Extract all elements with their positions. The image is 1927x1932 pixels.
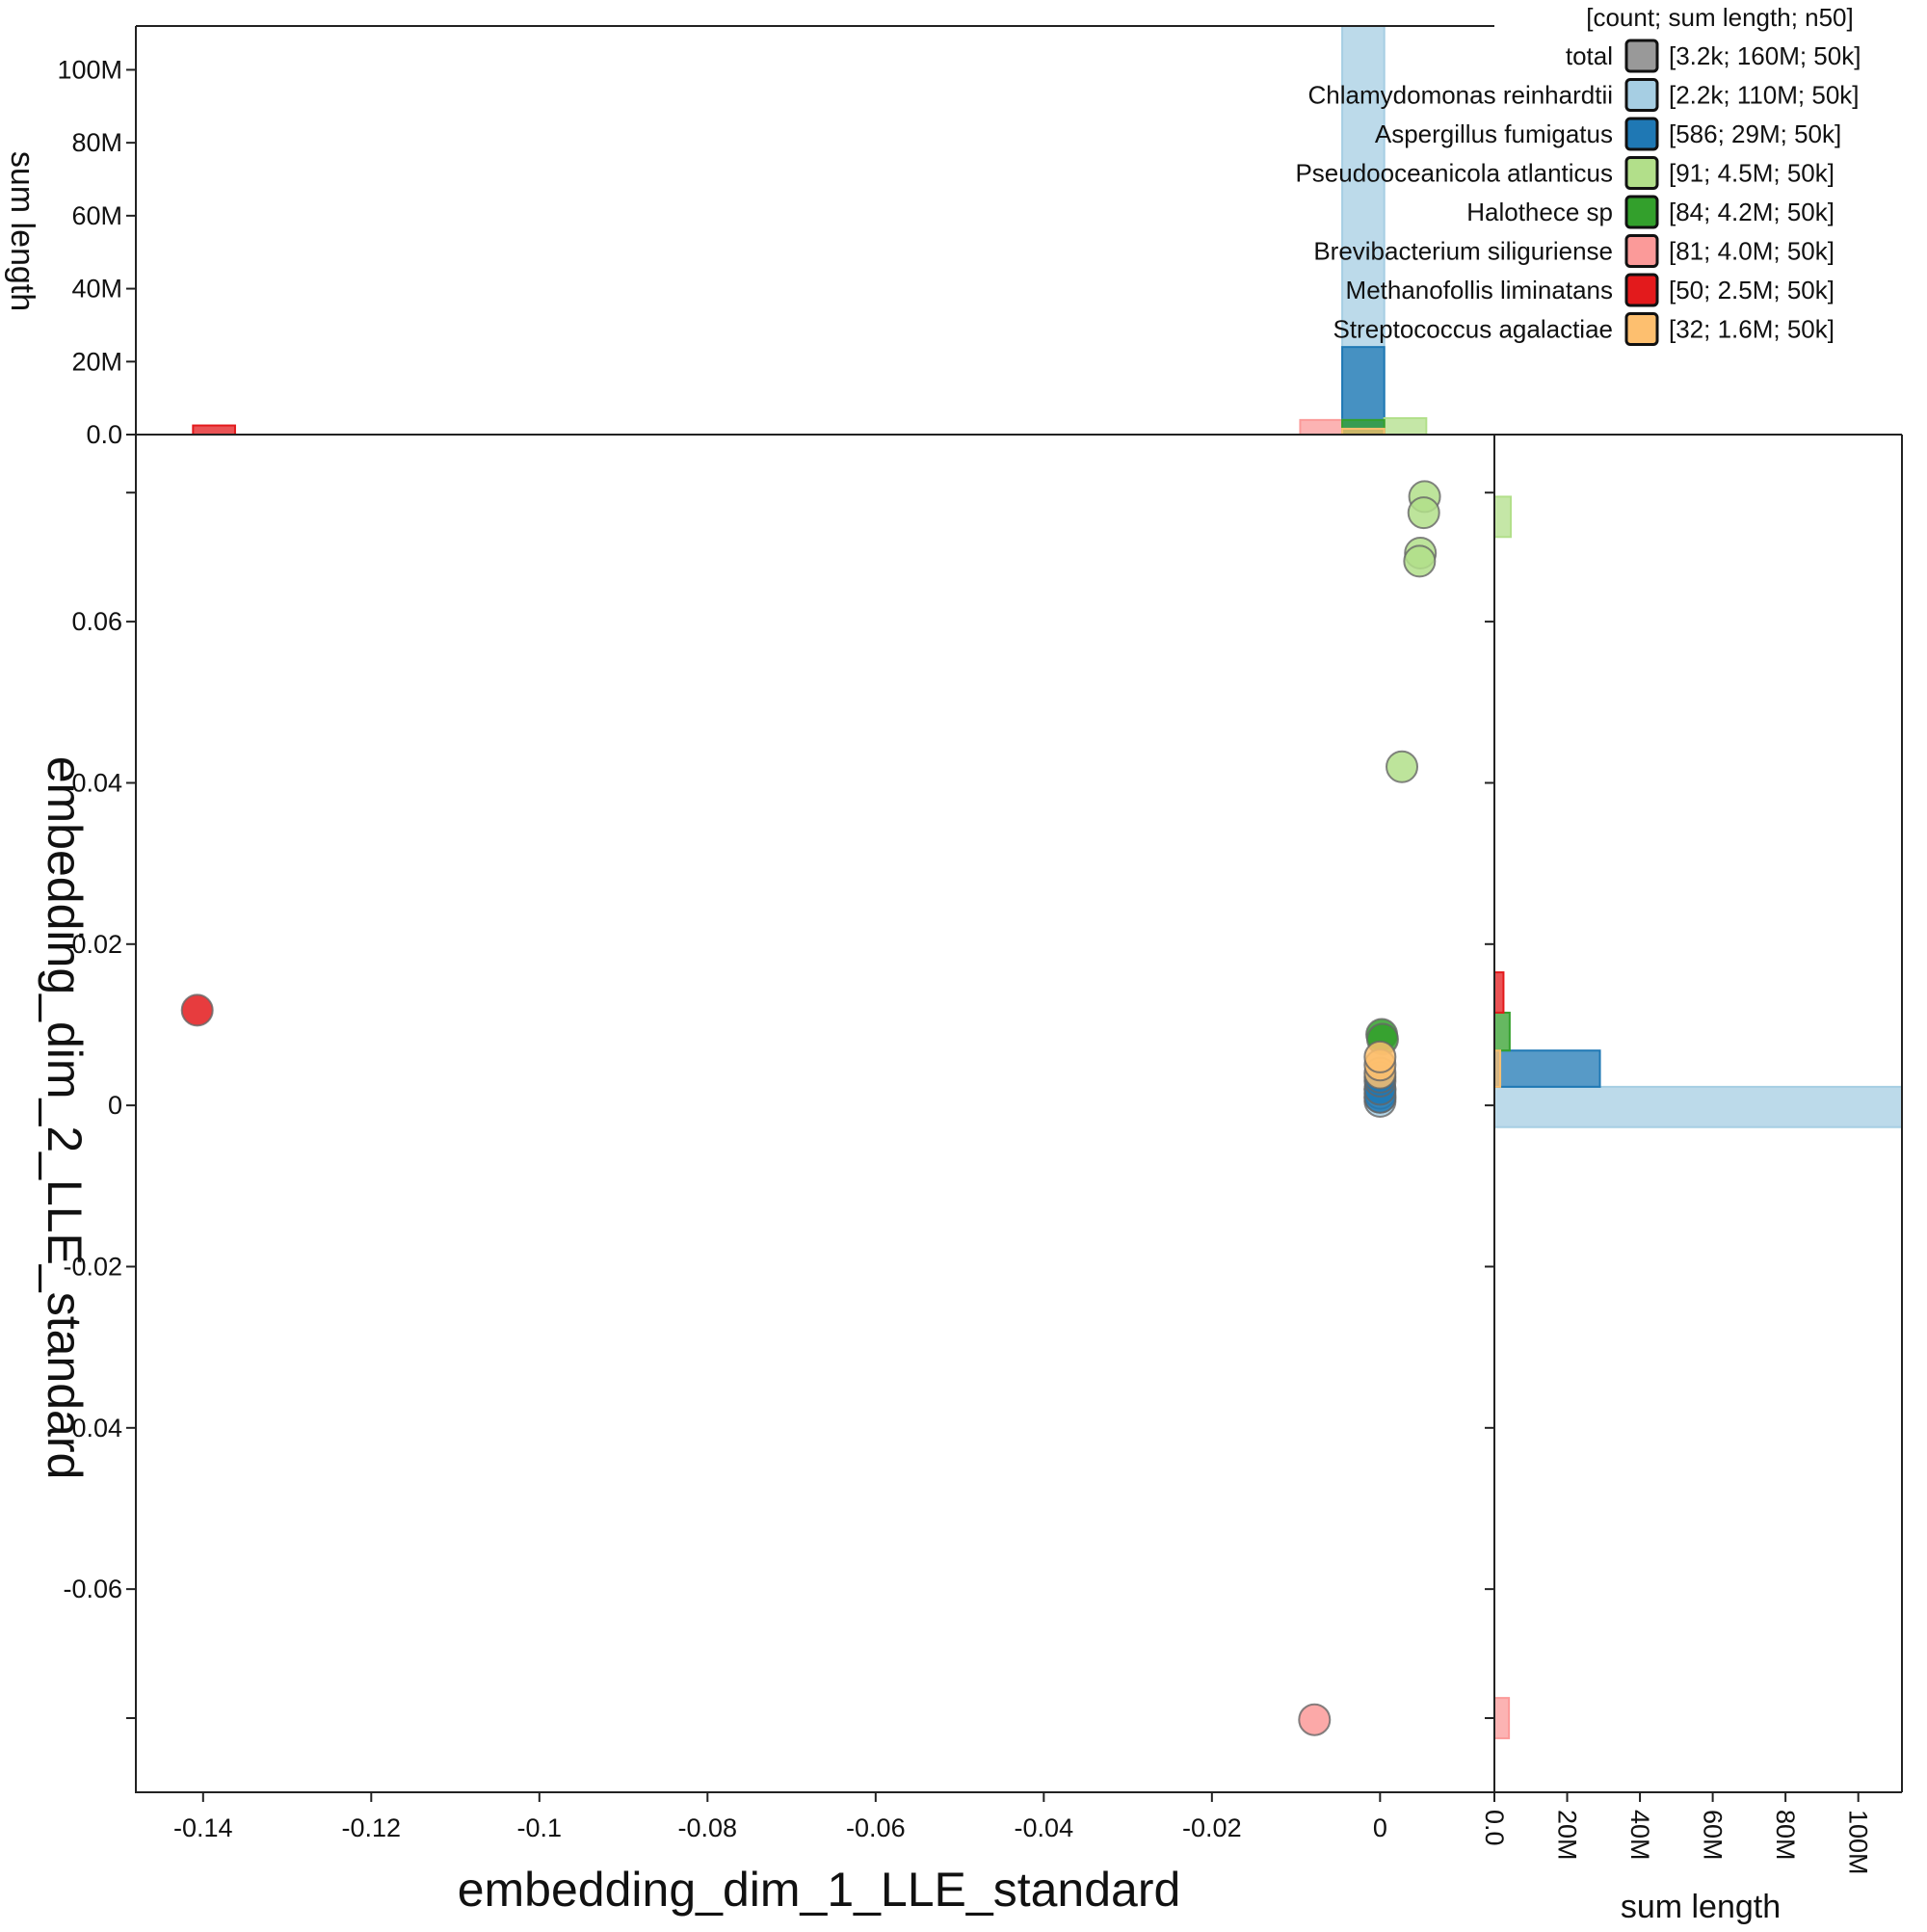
top-hist-tick-label: 100M: [57, 55, 122, 84]
right-hist-tick-label: 60M: [1699, 1810, 1728, 1861]
y-tick-label: -0.06: [63, 1575, 122, 1603]
legend-label-halothece-sp: Halothece sp: [1466, 198, 1613, 226]
top-hist-bar-brevibacterium-siliguriense: [1299, 418, 1344, 437]
right-hist-bar-chlamydomonas-reinhardtii: [1493, 1085, 1903, 1128]
y-tick-label: 0.02: [71, 930, 122, 959]
x-tick-label: -0.12: [342, 1813, 402, 1842]
legend-label-chlamydomonas-reinhardtii: Chlamydomonas reinhardtii: [1308, 81, 1613, 110]
legend-header: [count; sum length; n50]: [1586, 3, 1854, 32]
legend-stats-brevibacterium-siliguriense: [81; 4.0M; 50k]: [1669, 237, 1835, 266]
point-methanofollis-liminatans: [180, 993, 214, 1027]
x-axis-title: embedding_dim_1_LLE_standard: [458, 1863, 1181, 1917]
legend-stats-aspergillus-fumigatus: [586; 29M; 50k]: [1669, 119, 1841, 148]
legend-stats-chlamydomonas-reinhardtii: [2.2k; 110M; 50k]: [1669, 81, 1860, 110]
top-hist-axis-title: sum length: [4, 151, 40, 311]
point-brevibacterium-siliguriense: [1298, 1703, 1332, 1736]
right-hist-bar-brevibacterium-siliguriense: [1493, 1697, 1511, 1739]
legend-label-total: total: [1566, 41, 1613, 70]
x-tick-label: -0.02: [1182, 1813, 1242, 1842]
x-tick-label: -0.04: [1015, 1813, 1074, 1842]
x-tick-label: 0: [1373, 1813, 1387, 1842]
top-hist-tick-label: 20M: [71, 347, 122, 376]
legend-swatch-chlamydomonas-reinhardtii: [1624, 78, 1659, 112]
legend-swatch-brevibacterium-siliguriense: [1624, 234, 1659, 268]
x-tick-label: -0.08: [678, 1813, 738, 1842]
legend-label-aspergillus-fumigatus: Aspergillus fumigatus: [1375, 119, 1613, 148]
right-hist-axis-title: sum length: [1621, 1889, 1781, 1925]
right-hist-tick-label: 20M: [1553, 1810, 1582, 1861]
legend-stats-streptococcus-agalactiae: [32; 1.6M; 50k]: [1669, 315, 1835, 344]
y-tick-label: 0.04: [71, 768, 122, 797]
right-hist-bar-pseudooceanicola-atlanticus: [1493, 495, 1512, 539]
legend-stats-methanofollis-liminatans: [50; 2.5M; 50k]: [1669, 276, 1835, 304]
top-hist-tick-label: 60M: [71, 201, 122, 230]
right-hist-tick-label: 0.0: [1480, 1810, 1509, 1846]
y-tick-label: -0.04: [63, 1414, 122, 1442]
legend-swatch-methanofollis-liminatans: [1624, 273, 1659, 307]
right-hist-bar-halothece-sp: [1493, 1011, 1511, 1052]
scatter-panel: -0.14 -0.12 -0.1 -0.08 -0.06 -0.04 -0.02 0 -0.06…: [63, 434, 1495, 1842]
x-tick-label: -0.14: [173, 1813, 233, 1842]
legend-swatch-streptococcus-agalactiae: [1624, 312, 1659, 346]
legend-label-pseudooceanicola-atlanticus: Pseudooceanicola atlanticus: [1295, 159, 1613, 188]
scatter-plot-frame: [135, 434, 1495, 1793]
top-histogram: 0.0 20M 40M 60M 80M 100M: [57, 25, 1494, 449]
legend-stats-halothece-sp: [84; 4.2M; 50k]: [1669, 198, 1835, 226]
point-pseudooceanicola-atlanticus: [1403, 544, 1437, 578]
point-pseudooceanicola-atlanticus: [1407, 496, 1440, 530]
top-hist-tick-label: 40M: [71, 275, 122, 304]
legend-label-streptococcus-agalactiae: Streptococcus agalactiae: [1333, 315, 1613, 344]
right-hist-bar-aspergillus-fumigatus: [1493, 1049, 1601, 1088]
legend-stats-total: [3.2k; 160M; 50k]: [1669, 41, 1861, 70]
y-tick-label: 0: [108, 1091, 122, 1120]
legend-swatch-halothece-sp: [1624, 195, 1659, 229]
top-hist-tick-label: 80M: [71, 128, 122, 157]
x-tick-label: -0.06: [846, 1813, 906, 1842]
right-hist-tick-label: 40M: [1625, 1810, 1654, 1861]
right-hist-bar-methanofollis-liminatans: [1493, 971, 1505, 1014]
top-hist-tick-label: 0.0: [86, 420, 122, 449]
legend-swatch-total: [1624, 39, 1659, 73]
legend-label-brevibacterium-siliguriense: Brevibacterium siliguriense: [1313, 237, 1613, 266]
top-hist-bar-pseudooceanicola-atlanticus: [1383, 416, 1428, 437]
right-hist-tick-label: 80M: [1771, 1810, 1800, 1861]
top-hist-bar-methanofollis-liminatans: [192, 424, 236, 436]
legend-label-methanofollis-liminatans: Methanofollis liminatans: [1346, 276, 1613, 304]
legend-swatch-aspergillus-fumigatus: [1624, 117, 1659, 151]
y-tick-label: 0.06: [71, 607, 122, 636]
x-tick-label: -0.1: [517, 1813, 563, 1842]
point-pseudooceanicola-atlanticus: [1386, 750, 1419, 783]
y-axis-title: embedding_dim_2_LLE_standard: [38, 756, 92, 1480]
legend: [count; sum length; n50] total [3.2k; 160M…: [1295, 3, 1861, 346]
legend-swatch-pseudooceanicola-atlanticus: [1624, 156, 1659, 190]
right-histogram: 0.0 20M 40M 60M 80M 100M: [1480, 434, 1903, 1875]
point-streptococcus-agalactiae: [1363, 1040, 1397, 1073]
y-tick-label: -0.02: [63, 1252, 122, 1281]
right-hist-tick-label: 100M: [1844, 1810, 1873, 1875]
legend-stats-pseudooceanicola-atlanticus: [91; 4.5M; 50k]: [1669, 159, 1835, 188]
